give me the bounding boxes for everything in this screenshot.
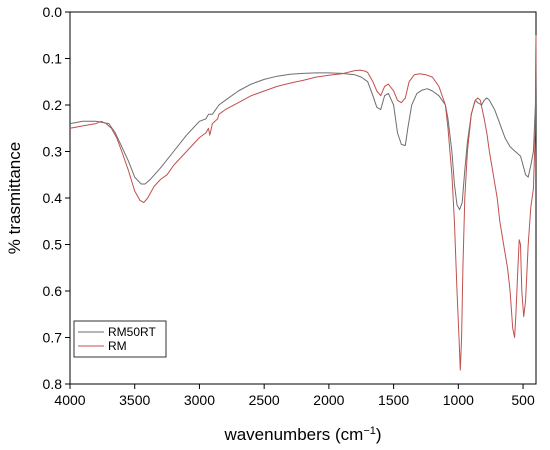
x-tick-label: 2000 [313,392,344,408]
series-line-rm [69,35,537,371]
x-tick-label: 2500 [249,392,280,408]
y-axis-ticks: 0.0 0.1 0.2 0.3 0.4 0.5 0.6 0.7 0.8 [43,4,70,392]
x-axis-title-main: wavenumbers (cm [223,425,363,444]
y-tick-label: 0.6 [43,283,63,299]
x-tick-label: 3000 [184,392,215,408]
x-tick-label: 500 [511,392,535,408]
y-tick-label: 0.5 [43,237,63,253]
y-tick-label: 0.7 [43,330,63,346]
y-tick-label: 0.0 [43,4,63,20]
y-axis-title: % trasmittance [5,142,24,254]
y-tick-label: 0.1 [43,51,63,67]
y-tick-label: 0.2 [43,97,63,113]
x-tick-label: 1000 [443,392,474,408]
x-axis-title-sup: −1 [363,425,376,437]
x-axis-title-close: ) [376,425,382,444]
legend-box [73,320,167,358]
y-tick-label: 0.4 [43,190,63,206]
y-tick-label: 0.3 [43,144,63,160]
x-axis-ticks: 4000 3500 3000 2500 2000 1500 1000 500 [54,384,535,408]
x-axis-title: wavenumbers (cm−1) [223,425,381,444]
legend-label-rm50rt: RM50RT [108,325,156,339]
x-tick-label: 4000 [54,392,85,408]
y-tick-label: 0.8 [43,376,63,392]
series-line-rm50rt [69,35,537,211]
series-layer [69,35,537,371]
x-tick-label: 3500 [119,392,150,408]
legend-label-rm: RM [108,339,127,353]
x-tick-label: 1500 [378,392,409,408]
